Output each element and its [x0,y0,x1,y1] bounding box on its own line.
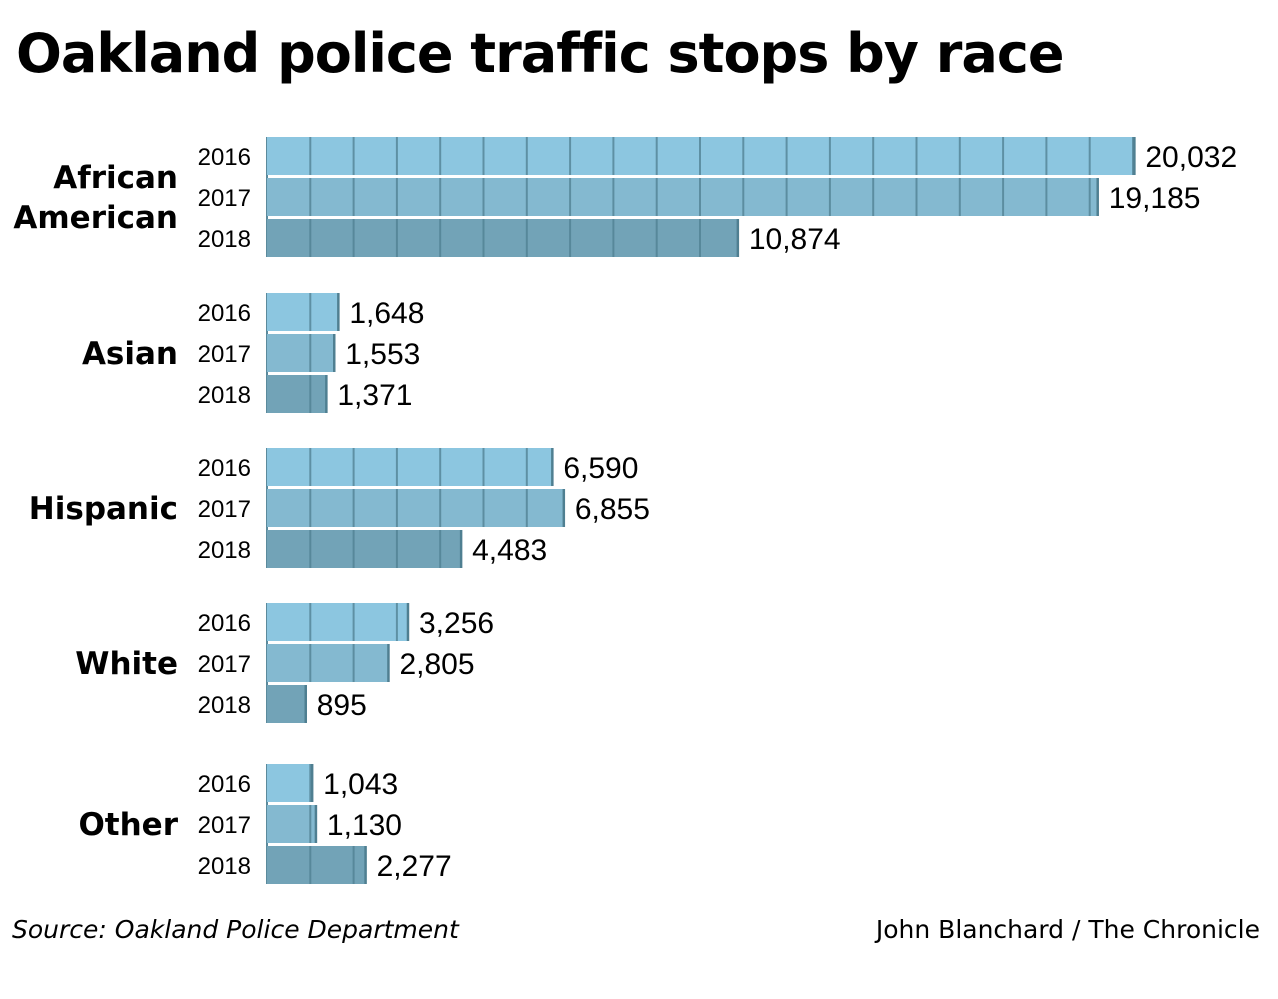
value-label-white-2016: 3,256 [419,607,494,640]
value-label-other-2017: 1,130 [327,809,402,842]
bar-hispanic-2018 [267,530,462,568]
bar-other-2016 [267,764,313,802]
bar-white-2017 [267,644,389,682]
year-label-2018: 2018 [198,226,251,253]
bar-african-american-2018 [267,219,738,257]
year-label-2016: 2016 [198,455,251,482]
bar-white-2016 [267,603,408,641]
year-label-2018: 2018 [198,692,251,719]
year-label-2016: 2016 [198,144,251,171]
value-label-other-2018: 2,277 [377,850,452,883]
category-label-hispanic: Hispanic [29,491,178,527]
value-label-asian-2016: 1,648 [349,297,424,330]
value-label-african-american-2016: 20,032 [1145,141,1237,174]
bar-asian-2017 [267,334,335,372]
bar-asian-2016 [267,293,339,331]
bar-white-2018 [267,685,306,723]
value-label-other-2016: 1,043 [323,768,398,801]
year-label-2017: 2017 [198,185,251,212]
value-label-white-2017: 2,805 [399,648,474,681]
value-label-white-2018: 895 [317,689,367,722]
value-label-hispanic-2016: 6,590 [563,452,638,485]
value-label-asian-2017: 1,553 [345,338,420,371]
category-label-white: White [75,646,178,682]
year-label-2018: 2018 [198,537,251,564]
value-label-african-american-2017: 19,185 [1109,182,1201,215]
bar-hispanic-2017 [267,489,564,527]
bar-hispanic-2016 [267,448,553,486]
bar-other-2018 [267,846,366,884]
credit-note: John Blanchard / The Chronicle [875,915,1260,944]
value-label-hispanic-2018: 4,483 [472,534,547,567]
bar-other-2017 [267,805,316,843]
year-label-2016: 2016 [198,300,251,327]
year-label-2016: 2016 [198,771,251,798]
category-label-asian: Asian [82,336,178,372]
value-label-asian-2018: 1,371 [337,379,412,412]
year-label-2018: 2018 [198,382,251,409]
year-label-2018: 2018 [198,853,251,880]
category-label-african-american: African [53,160,178,196]
year-label-2017: 2017 [198,496,251,523]
category-label-other: Other [78,807,178,843]
bar-african-american-2017 [267,178,1098,216]
year-label-2017: 2017 [198,341,251,368]
source-note: Source: Oakland Police Department [12,915,459,944]
year-label-2017: 2017 [198,651,251,678]
category-label-african-american: American [13,200,178,236]
value-label-african-american-2018: 10,874 [749,223,841,256]
value-label-hispanic-2017: 6,855 [575,493,650,526]
year-label-2017: 2017 [198,812,251,839]
year-label-2016: 2016 [198,610,251,637]
bar-asian-2018 [267,375,327,413]
chart-title: Oakland police traffic stops by race [16,22,1065,85]
